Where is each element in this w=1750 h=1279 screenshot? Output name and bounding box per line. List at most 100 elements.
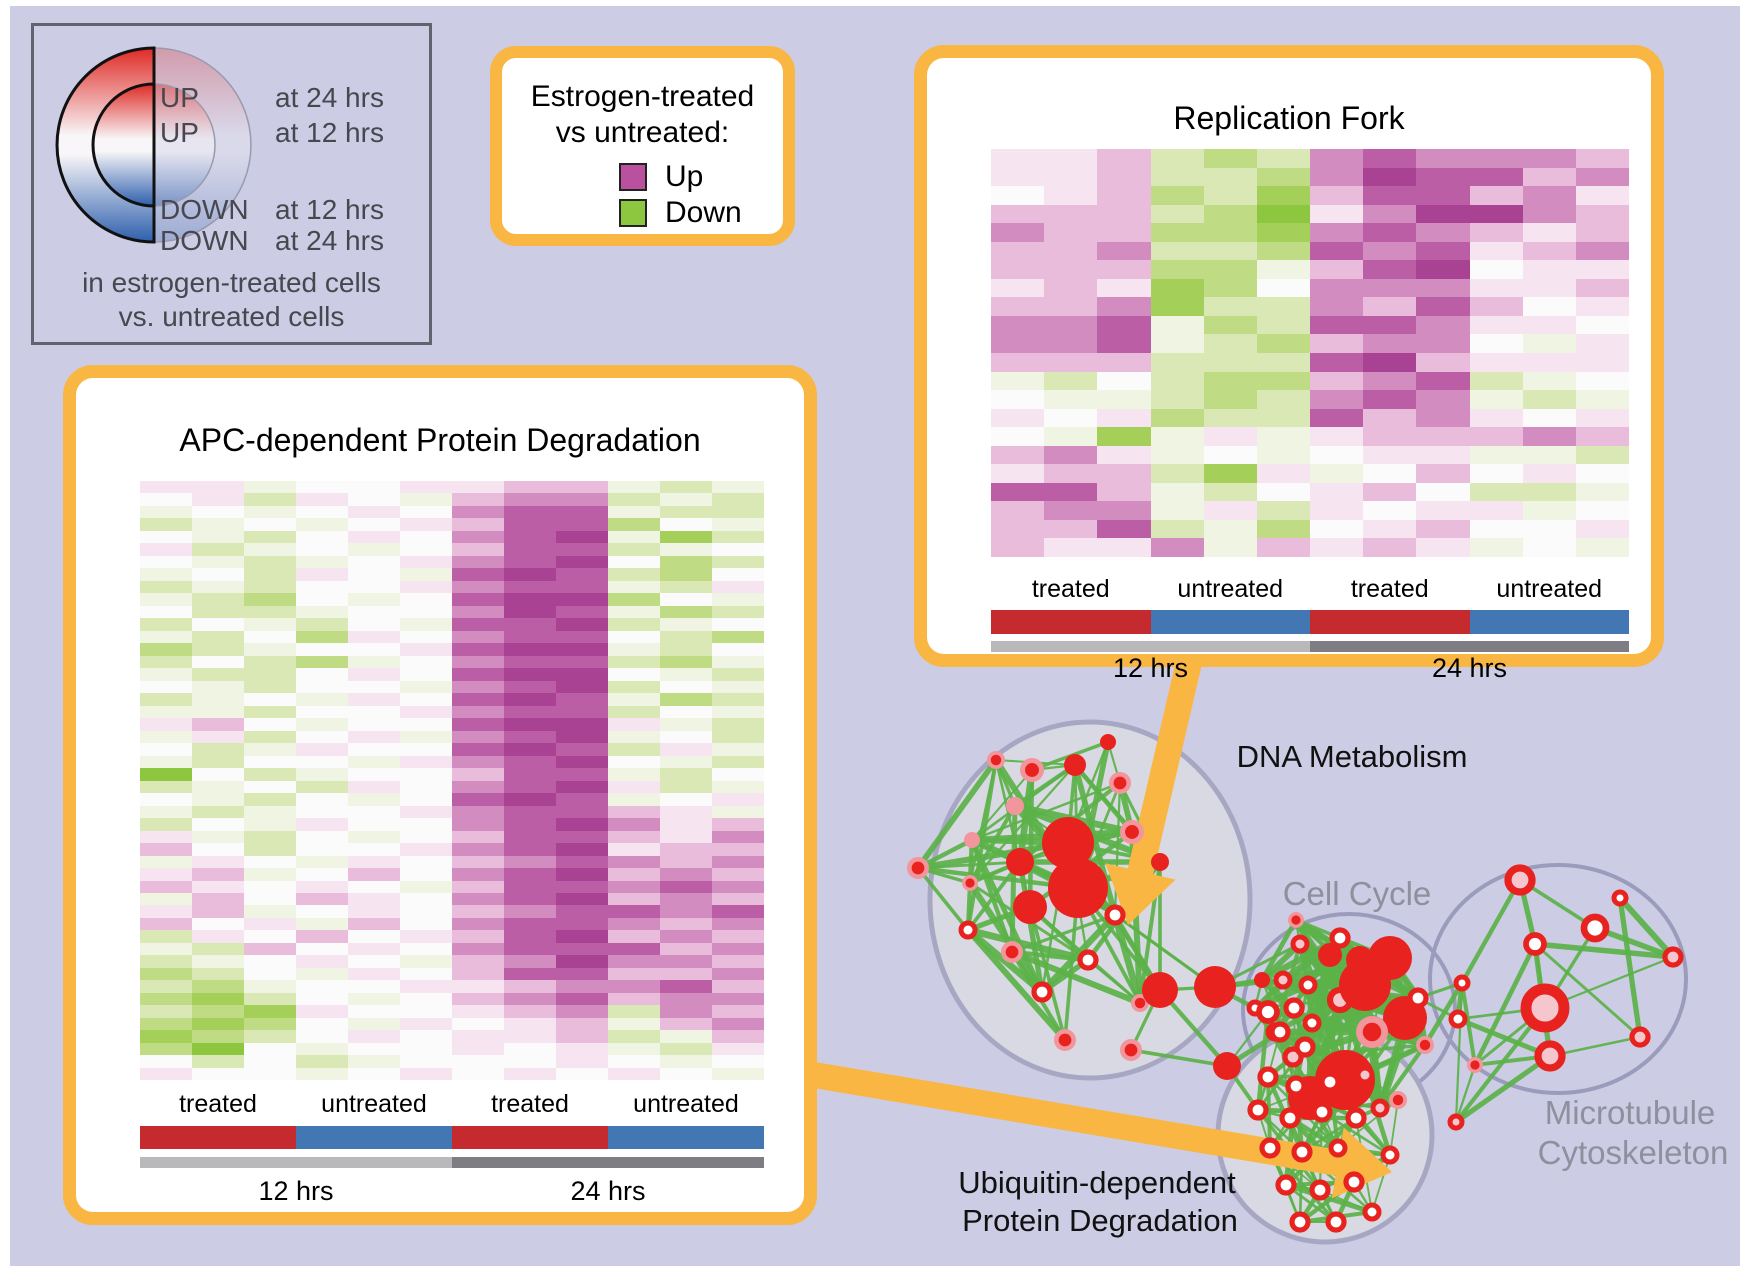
- network-edge: [994, 759, 1032, 908]
- heatmap-cell: [452, 868, 504, 881]
- heatmap-cell: [1044, 315, 1098, 335]
- heatmap-cell: [660, 768, 712, 781]
- heatmap-cell: [504, 1055, 556, 1068]
- heatmap-cell: [712, 942, 764, 956]
- heatmap-cell: [140, 680, 192, 694]
- network-edge: [966, 759, 998, 931]
- heatmap-cell: [400, 805, 452, 819]
- heatmap-cell: [400, 493, 452, 506]
- heatmap-cell: [192, 630, 244, 644]
- heatmap-cell: [1044, 241, 1098, 261]
- heatmap-cell: [660, 543, 712, 556]
- gene-node-ring: [1523, 932, 1547, 956]
- heatmap-cell: [348, 655, 400, 669]
- heatmap-cell: [504, 668, 556, 681]
- gene-node-halo-core: [1124, 1043, 1138, 1057]
- heatmap-cell: [504, 905, 556, 918]
- heatmap-cell: [991, 538, 1045, 558]
- heatmap-cell: [192, 743, 244, 756]
- heatmap-cell: [296, 668, 348, 681]
- heatmap-cell: [1522, 167, 1576, 187]
- heatmap-cell: [1522, 482, 1576, 502]
- heatmap-cell: [1256, 519, 1311, 539]
- heatmap-row: [140, 693, 764, 706]
- heatmap-cell: [1575, 297, 1630, 316]
- legend-circle-half: [153, 83, 216, 207]
- heatmap-cell: [712, 718, 764, 731]
- heatmap-cell: [608, 793, 660, 806]
- heatmap-cell: [1150, 445, 1204, 465]
- heatmap-cell: [400, 967, 452, 981]
- heatmap-cell: [556, 580, 608, 594]
- gene-node-ring: [1257, 1066, 1279, 1088]
- heatmap-cell: [1575, 241, 1630, 261]
- heatmap-cell: [556, 618, 608, 631]
- heatmap-cell: [608, 917, 660, 931]
- gene-node-ring: [1275, 1174, 1297, 1196]
- heatmap-cell: [712, 668, 764, 681]
- heatmap-cell: [556, 543, 608, 556]
- heatmap-cell: [712, 793, 764, 806]
- repfork-panel-title: Replication Fork: [1173, 100, 1405, 136]
- apc-24hrs-label: 24 hrs: [570, 1176, 646, 1206]
- heatmap-cell: [1256, 408, 1311, 428]
- heatmap-cell: [244, 593, 296, 606]
- heatmap-row: [140, 880, 764, 893]
- heatmap-cell: [1363, 241, 1417, 261]
- heatmap-cell: [1256, 204, 1311, 224]
- heatmap-cell: [400, 630, 452, 644]
- gene-node-pink: [1006, 797, 1024, 815]
- heatmap-cell: [1256, 501, 1311, 520]
- heatmap-cell: [712, 1017, 764, 1031]
- heatmap-cell: [296, 518, 348, 531]
- heatmap-cell: [348, 593, 400, 606]
- heatmap-cell: [504, 1005, 556, 1018]
- heatmap-cell: [660, 930, 712, 943]
- gene-node-solid: [1194, 966, 1236, 1008]
- heatmap-cell: [400, 1017, 452, 1031]
- heatmap-cell: [1363, 390, 1417, 409]
- heatmap-cell: [504, 693, 556, 706]
- heatmap-cell: [400, 605, 452, 619]
- heatmap-cell: [244, 980, 296, 993]
- heatmap-cell: [296, 605, 348, 619]
- heatmap-cell: [192, 543, 244, 556]
- network-edge: [1454, 982, 1464, 1123]
- heatmap-cell: [348, 930, 400, 943]
- heatmap-cell: [296, 743, 348, 756]
- heatmap-row: [991, 241, 1630, 261]
- legend-up-inner: UP: [160, 117, 199, 148]
- heatmap-cell: [712, 580, 764, 594]
- heatmap-cell: [1522, 204, 1576, 224]
- gene-node-pink: [964, 832, 980, 848]
- heatmap-row: [140, 530, 764, 544]
- heatmap-row: [140, 518, 764, 531]
- legend-item-down: Down: [619, 196, 742, 229]
- heatmap-cell: [348, 793, 400, 806]
- heatmap-cell: [1363, 482, 1417, 502]
- heatmap-cell: [400, 580, 452, 594]
- heatmap-cell: [504, 818, 556, 831]
- heatmap-cell: [192, 518, 244, 531]
- heatmap-cell: [452, 743, 504, 756]
- heatmap-cell: [712, 705, 764, 719]
- gene-node-ring: [1302, 1013, 1322, 1033]
- heatmap-cell: [192, 718, 244, 731]
- heatmap-cell: [556, 493, 608, 506]
- heatmap-cell: [348, 868, 400, 881]
- heatmap-cell: [348, 505, 400, 519]
- apc-group-labels: treated untreated treated untreated: [140, 1090, 764, 1119]
- heatmap-cell: [296, 930, 348, 943]
- heatmap-cell: [1150, 519, 1204, 539]
- heatmap-row: [991, 390, 1630, 409]
- heatmap-cell: [660, 568, 712, 581]
- heatmap-cell: [1522, 408, 1576, 428]
- heatmap-cell: [712, 543, 764, 556]
- heatmap-cell: [1150, 223, 1204, 242]
- heatmap-cell: [991, 390, 1045, 409]
- heatmap-cell: [1416, 519, 1470, 539]
- heatmap-cell: [244, 830, 296, 844]
- heatmap-cell: [1575, 464, 1630, 483]
- heatmap-cell: [1416, 241, 1470, 261]
- heatmap-cell: [608, 805, 660, 819]
